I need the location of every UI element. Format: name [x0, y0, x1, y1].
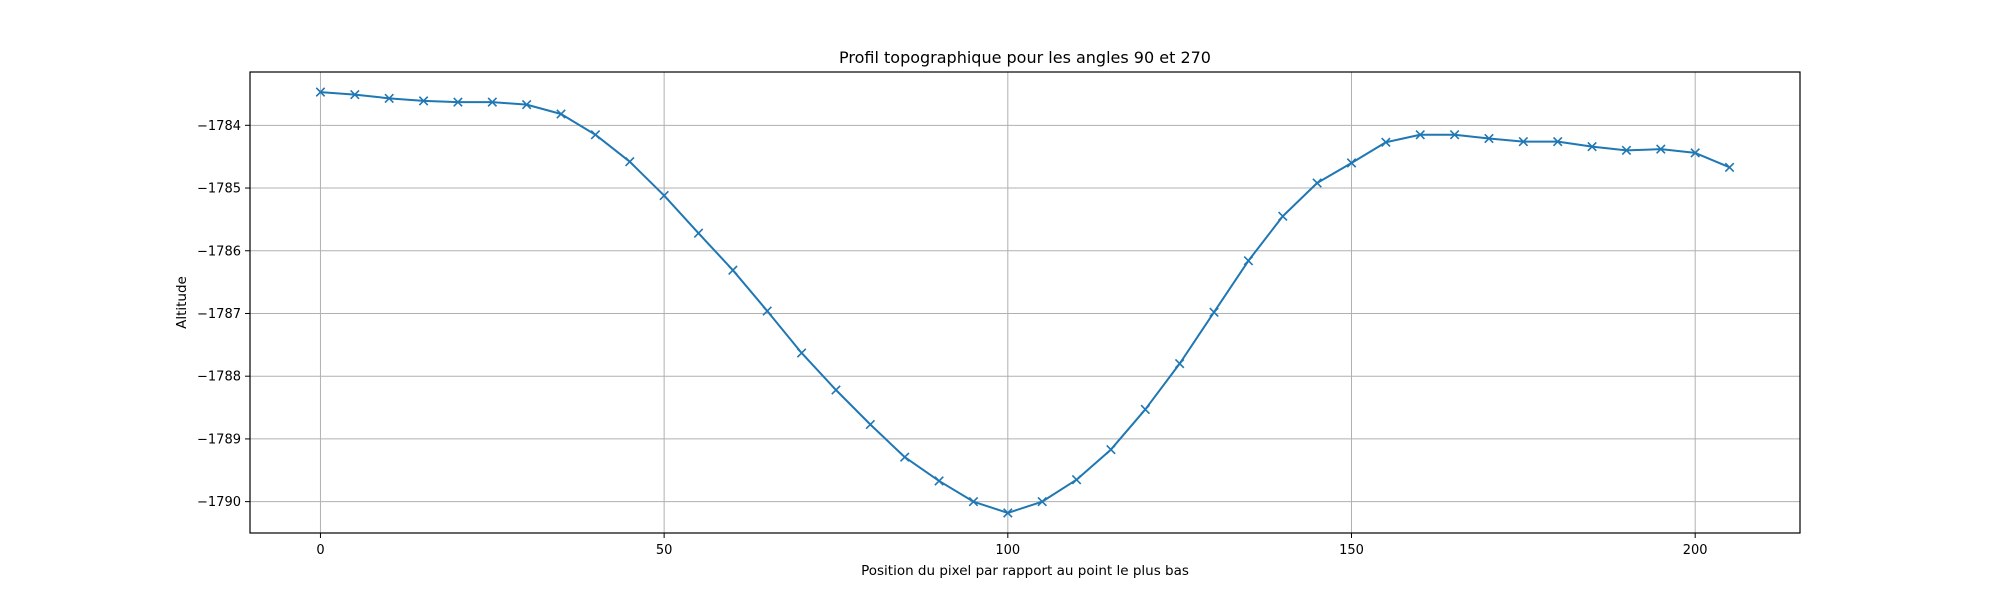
- data-point-marker: [1656, 144, 1666, 154]
- data-point-marker: [728, 265, 738, 275]
- data-point-marker: [625, 156, 635, 167]
- y-tick-label: −1790: [197, 495, 241, 510]
- x-tick-label: 0: [316, 543, 324, 558]
- y-tick-label: −1787: [197, 307, 241, 322]
- data-point-marker: [1552, 136, 1563, 147]
- series-layer: [315, 87, 1735, 518]
- x-tick-label: 150: [1339, 543, 1364, 558]
- y-axis-title: Altitude: [174, 276, 190, 329]
- data-point-marker: [831, 385, 841, 395]
- axis-ticks: 0 50 100 150 200 −1790 −1789 −1788 −1787 −1786 −17…: [197, 119, 1708, 558]
- data-point-marker: [487, 97, 498, 107]
- data-point-marker: [521, 99, 532, 110]
- data-point-marker: [1346, 158, 1357, 168]
- data-point-marker: [762, 306, 773, 316]
- data-point-marker: [453, 97, 463, 107]
- data-point-marker: [1140, 404, 1151, 415]
- data-point-marker: [1690, 148, 1700, 158]
- data-point-marker: [1277, 211, 1288, 222]
- data-point-marker: [934, 476, 944, 486]
- data-point-marker: [384, 93, 394, 104]
- data-point-marker: [1621, 145, 1632, 156]
- grid: [250, 72, 1800, 533]
- data-point-marker: [1037, 496, 1047, 507]
- data-point-marker: [1003, 508, 1013, 518]
- data-point-marker: [1243, 256, 1254, 266]
- y-tick-label: −1789: [197, 432, 241, 447]
- data-point-marker: [1518, 136, 1529, 147]
- data-point-marker: [1209, 307, 1219, 317]
- data-point-marker: [1381, 137, 1391, 148]
- y-tick-label: −1786: [197, 244, 241, 259]
- plot-frame: [249, 71, 1801, 534]
- data-point-marker: [796, 348, 807, 358]
- data-point-marker: [1587, 141, 1597, 152]
- data-point-marker: [350, 89, 360, 100]
- chart-title: Profil topographique pour les angles 90 …: [839, 48, 1211, 67]
- series-line: [320, 91, 1730, 514]
- data-point-marker: [315, 87, 326, 97]
- data-point-marker: [693, 228, 704, 238]
- y-tick-label: −1785: [197, 182, 241, 197]
- y-tick-label: −1784: [197, 119, 241, 134]
- data-point-marker: [1071, 474, 1082, 485]
- data-point-marker: [418, 96, 429, 106]
- data-point-marker: [865, 419, 876, 430]
- data-point-marker: [1484, 133, 1494, 144]
- x-tick-label: 200: [1683, 543, 1708, 558]
- data-point-marker: [1106, 444, 1116, 455]
- x-tick-label: 50: [656, 543, 673, 558]
- x-axis-title: Position du pixel par rapport au point l…: [861, 563, 1189, 579]
- data-point-marker: [1449, 129, 1460, 140]
- data-point-marker: [1415, 129, 1425, 140]
- data-point-marker: [1724, 162, 1735, 173]
- y-tick-label: −1788: [197, 370, 241, 385]
- data-point-marker: [1174, 358, 1185, 369]
- data-point-marker: [659, 190, 669, 201]
- data-point-marker: [968, 496, 979, 507]
- x-tick-label: 100: [995, 543, 1020, 558]
- data-point-marker: [1312, 178, 1322, 188]
- data-point-marker: [556, 109, 566, 119]
- data-point-marker: [899, 452, 910, 462]
- data-point-marker: [590, 129, 601, 140]
